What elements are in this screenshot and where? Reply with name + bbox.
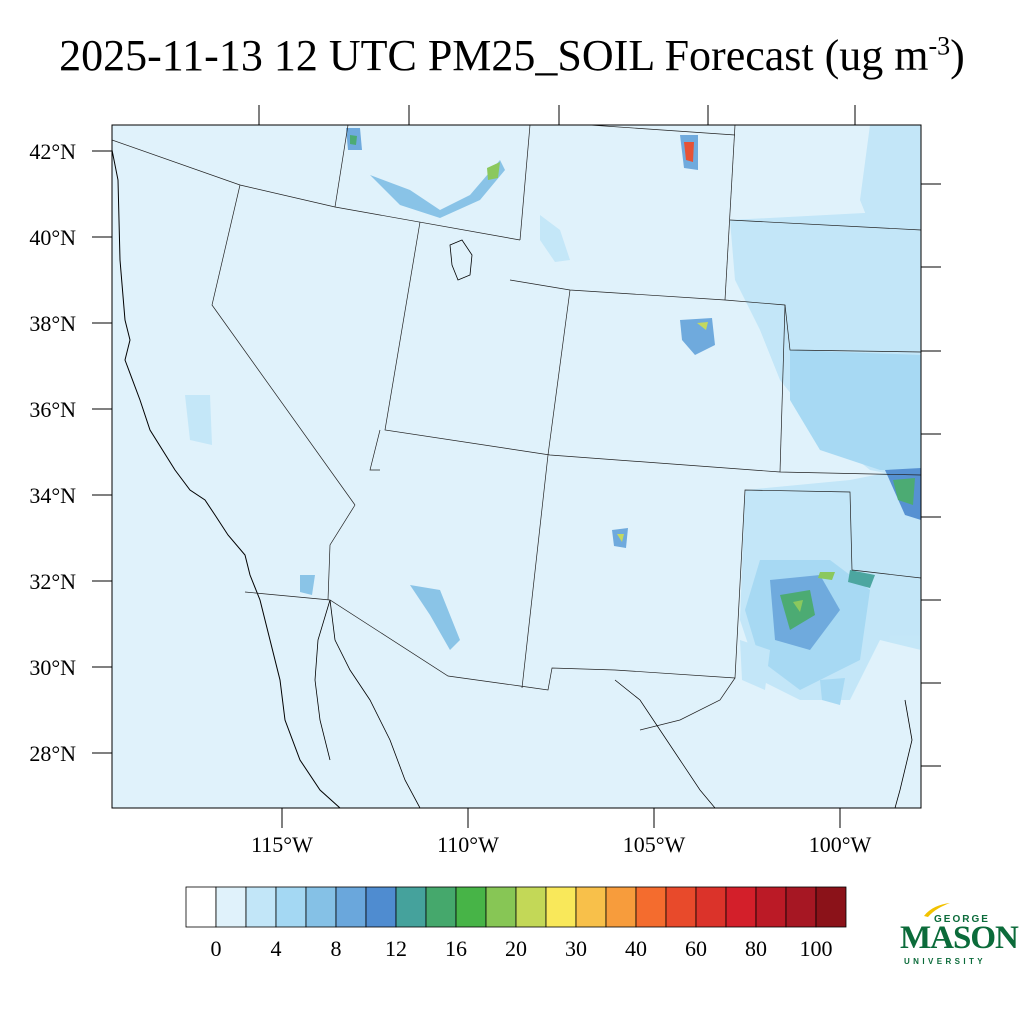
lat-label-34: 34°N [29, 483, 76, 508]
colorbar-label: 12 [385, 936, 407, 961]
coastline [112, 149, 341, 808]
colorbar-label: 20 [505, 936, 527, 961]
colorbar-label: 8 [330, 936, 342, 961]
colorbar-swatch [545, 886, 577, 928]
colorbar-label: 30 [565, 936, 587, 961]
lat-label-28: 28°N [29, 741, 76, 766]
colorbar-label: 4 [270, 936, 282, 961]
colorbar [185, 886, 847, 928]
colorbar-swatch [305, 886, 337, 928]
lon-label-100: 100°W [808, 832, 872, 857]
colorbar-label: 40 [625, 936, 647, 961]
colorbar-swatch [575, 886, 607, 928]
colorbar-label: 80 [745, 936, 767, 961]
gmu-logo: GEORGE MASON UNIVERSITY [896, 902, 1019, 972]
colorbar-swatch [335, 886, 367, 928]
colorbar-swatch [485, 886, 517, 928]
lon-label-105: 105°W [622, 832, 686, 857]
right-ticks [921, 183, 941, 767]
colorbar-swatch [665, 886, 697, 928]
colorbar-swatch [425, 886, 457, 928]
colorbar-swatch [395, 886, 427, 928]
colorbar-swatch [185, 886, 217, 928]
colorbar-swatch [455, 886, 487, 928]
gulf-of-california [314, 599, 421, 808]
colorbar-swatch [695, 886, 727, 928]
lat-label-40: 40°N [29, 225, 76, 250]
map-frame [111, 124, 922, 809]
colorbar-swatch [515, 886, 547, 928]
lat-label-38: 38°N [29, 311, 76, 336]
concentration-fields [185, 125, 921, 705]
colorbar-label: 16 [445, 936, 467, 961]
rio-grande [614, 679, 716, 808]
left-ticks [92, 150, 112, 754]
top-ticks [258, 105, 856, 125]
colorbar-label: 0 [210, 936, 222, 961]
lon-label-115: 115°W [251, 832, 313, 857]
colorbar-swatch [365, 886, 397, 928]
colorbar-swatch [245, 886, 277, 928]
bottom-ticks [281, 808, 841, 828]
colorbar-swatch [755, 886, 787, 928]
colorbar-swatch [785, 886, 817, 928]
great-salt-lake [449, 239, 473, 281]
colorbar-swatch [215, 886, 247, 928]
map-title: 2025-11-13 12 UTC PM25_SOIL Forecast (ug… [59, 31, 965, 80]
colorbar-swatch [635, 886, 667, 928]
lat-label-36: 36°N [29, 397, 76, 422]
texas-coast [894, 699, 913, 808]
colorbar-swatch [275, 886, 307, 928]
state-borders [112, 125, 921, 731]
logo-swoosh-icon [924, 903, 950, 917]
lon-label-110: 110°W [437, 832, 499, 857]
colorbar-swatch [725, 886, 757, 928]
lat-label-30: 30°N [29, 655, 76, 680]
lat-label-42: 42°N [29, 139, 76, 164]
lat-label-32: 32°N [29, 569, 76, 594]
colorbar-swatch [605, 886, 637, 928]
colorbar-label: 60 [685, 936, 707, 961]
colorbar-swatch [815, 886, 847, 928]
colorbar-label: 100 [799, 936, 833, 961]
